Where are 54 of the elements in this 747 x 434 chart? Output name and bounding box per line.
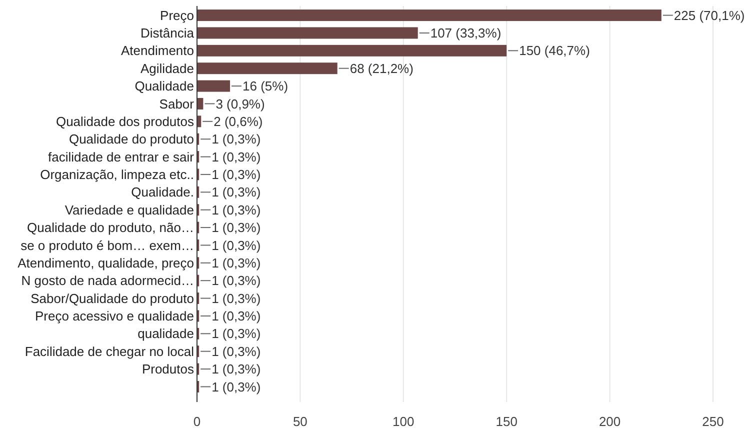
data-label: 1 (0,3%): [212, 220, 261, 236]
y-tick-label: qualidade: [138, 326, 194, 342]
data-label: 1 (0,3%): [212, 149, 261, 164]
data-label: 1 (0,3%): [212, 362, 261, 377]
bar: [197, 80, 230, 92]
y-tick-label: Sabor/Qualidade do produto: [30, 290, 194, 306]
data-label: 3 (0,9%): [216, 96, 265, 112]
data-label: 1 (0,3%): [212, 238, 261, 253]
data-label: 107 (33,3%): [430, 26, 502, 41]
data-label: 1 (0,3%): [212, 344, 261, 359]
data-label: 1 (0,3%): [212, 167, 261, 182]
data-label: 1 (0,3%): [212, 273, 261, 288]
x-tick-label: 50: [292, 414, 308, 429]
bar: [197, 27, 418, 39]
data-label: 225 (70,1%): [674, 8, 745, 23]
y-tick-label: se o produto é bom… exem…: [20, 238, 194, 253]
x-tick-label: 0: [193, 414, 201, 429]
y-tick-label: Qualidade do produto: [68, 132, 194, 147]
data-label: 68 (21,2%): [350, 60, 414, 76]
y-tick-label: Sabor: [159, 96, 195, 112]
y-tick-label: N gosto de nada adormecid…: [21, 273, 194, 288]
x-tick-label: 200: [598, 414, 621, 429]
data-label: 1 (0,3%): [212, 132, 261, 147]
data-label: 1 (0,3%): [212, 308, 261, 324]
x-tick-label: 150: [496, 414, 518, 429]
data-label: 1 (0,3%): [212, 184, 261, 200]
data-label: 16 (5%): [242, 78, 288, 94]
data-label: 1 (0,3%): [212, 379, 261, 394]
data-label: 1 (0,3%): [212, 202, 261, 218]
y-tick-label: Qualidade.: [131, 184, 194, 200]
bar: [197, 10, 662, 22]
y-tick-label: Produtos: [142, 362, 194, 377]
y-tick-label: Atendimento, qualidade, preço: [18, 255, 194, 270]
y-tick-label: facilidade de entrar e sair: [48, 149, 195, 164]
y-tick-label: Preço acessivo e qualidade: [35, 308, 194, 324]
x-tick-label: 100: [392, 414, 414, 429]
y-tick-label: Preço: [160, 8, 194, 23]
data-label: 2 (0,6%): [214, 114, 263, 129]
data-label: 1 (0,3%): [212, 290, 261, 306]
y-tick-label: Qualidade: [134, 78, 194, 94]
y-tick-label: Atendimento: [121, 43, 194, 58]
y-tick-label: Agilidade: [140, 60, 194, 76]
y-tick-label: Distância: [140, 26, 195, 41]
data-label: 1 (0,3%): [212, 326, 261, 342]
x-tick-label: 250: [702, 414, 724, 429]
y-tick-label: Qualidade dos produtos: [56, 114, 194, 129]
y-tick-label: Organização, limpeza etc..: [40, 167, 194, 182]
data-label: 150 (46,7%): [519, 43, 590, 58]
y-tick-label: Qualidade do produto, não…: [27, 220, 194, 236]
y-tick-label: Variedade e qualidade: [64, 202, 194, 218]
y-tick-label: Facilidade de chegar no local: [24, 344, 194, 359]
bar: [197, 44, 507, 56]
bar: [197, 62, 338, 74]
data-label: 1 (0,3%): [212, 255, 261, 270]
